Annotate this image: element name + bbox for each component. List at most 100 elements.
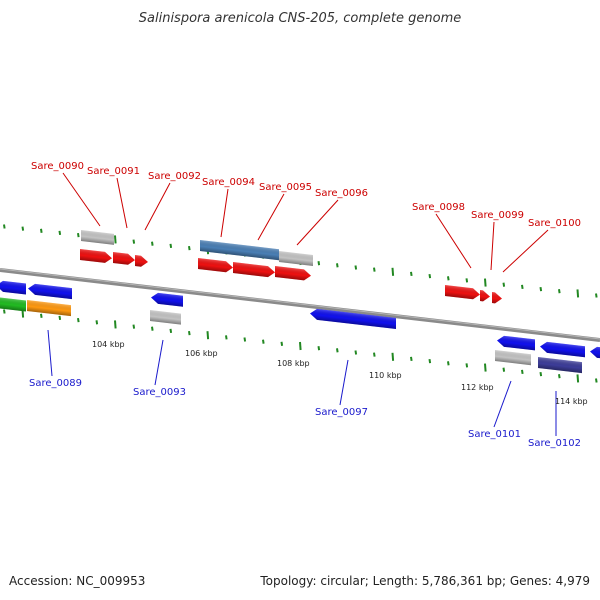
feature-track	[0, 230, 600, 374]
bottom-tick-minor	[40, 313, 43, 318]
bottom-tick-major	[484, 363, 487, 372]
gene-feature-rev-mid-1-shading	[151, 292, 183, 307]
scale-label-106kbp: 106 kbp	[185, 349, 218, 358]
gene-feature-sare-0101[interactable]	[495, 350, 531, 366]
leader-sare-0093	[154, 339, 164, 386]
top-tick-minor	[77, 232, 80, 238]
genome-backbone	[0, 268, 600, 342]
gene-feature-rev-edge[interactable]	[590, 346, 600, 360]
gene-feature-sare-0089[interactable]	[28, 283, 72, 300]
gene-feature-sare-0089-shading	[28, 283, 72, 300]
gene-feature-sare-0092-shading	[135, 255, 148, 267]
gene-label-sare-0098[interactable]: Sare_0098	[412, 202, 465, 213]
top-tick-minor	[151, 241, 154, 246]
gene-label-sare-0094[interactable]: Sare_0094	[202, 177, 255, 188]
leader-sare-0096	[296, 199, 339, 246]
gene-feature-sare-0099-shading	[480, 290, 490, 302]
top-tick-minor	[558, 289, 561, 294]
gene-feature-orange-1[interactable]	[27, 299, 71, 317]
bottom-tick-minor	[243, 337, 247, 342]
gene-feature-sare-0090[interactable]	[80, 249, 112, 264]
top-tick-minor	[336, 263, 339, 268]
top-tick-major	[391, 267, 395, 276]
gene-feature-green-1[interactable]	[0, 296, 26, 312]
gene-label-sare-0102[interactable]: Sare_0102	[528, 438, 581, 449]
gene-feature-sare-0097[interactable]	[310, 308, 396, 330]
gene-label-sare-0095[interactable]: Sare_0095	[259, 182, 312, 193]
gene-label-sare-0097[interactable]: Sare_0097	[315, 407, 368, 418]
bottom-tick-major	[391, 352, 395, 361]
top-tick-minor	[188, 245, 191, 251]
gene-feature-gray-top-2[interactable]	[279, 251, 313, 266]
gene-feature-sare-0098[interactable]	[445, 284, 480, 300]
gene-feature-green-1-shading	[0, 296, 26, 312]
bottom-tick-minor	[373, 352, 376, 357]
leader-sare-0100	[502, 229, 549, 273]
bottom-tick-minor	[132, 324, 136, 329]
gene-feature-gray-top-1[interactable]	[81, 230, 114, 245]
gene-label-sare-0092[interactable]: Sare_0092	[148, 171, 201, 182]
top-tick-minor	[132, 239, 136, 244]
gene-feature-sare-0099[interactable]	[480, 290, 490, 302]
gene-feature-sare-0095-shading	[233, 262, 275, 278]
gene-feature-rev-left-1-shading	[0, 280, 26, 295]
gene-label-sare-0100[interactable]: Sare_0100	[528, 218, 581, 229]
leader-sare-0091	[116, 177, 128, 229]
gene-feature-steelblue-1[interactable]	[200, 239, 279, 261]
gene-feature-rev-left-1[interactable]	[0, 280, 26, 295]
leader-sare-0098	[435, 213, 472, 269]
gene-feature-rev-right-2[interactable]	[540, 341, 585, 358]
gene-feature-sare-0100[interactable]	[492, 291, 502, 304]
bottom-tick-major	[206, 331, 210, 340]
leader-sare-0090	[62, 172, 101, 227]
gene-label-sare-0099[interactable]: Sare_0099	[471, 210, 524, 221]
top-tick-minor	[40, 228, 43, 233]
scale-label-114kbp: 114 kbp	[555, 397, 588, 406]
leader-sare-0097	[339, 359, 349, 406]
bottom-tick-minor	[595, 378, 598, 383]
gene-label-sare-0096[interactable]: Sare_0096	[315, 188, 368, 199]
top-tick-major	[484, 278, 487, 287]
gene-feature-sare-0095[interactable]	[233, 262, 275, 278]
gene-feature-sare-0102[interactable]	[538, 357, 582, 374]
bottom-tick-minor	[539, 371, 543, 377]
leader-lines	[47, 172, 557, 436]
leader-sare-0094	[220, 188, 229, 238]
leader-sare-0095	[257, 193, 285, 241]
top-tick-minor	[410, 271, 413, 277]
bottom-tick-minor	[169, 328, 173, 334]
map-title: Salinispora arenicola CNS-205, complete …	[139, 11, 461, 26]
gene-label-sare-0090[interactable]: Sare_0090	[31, 161, 84, 172]
gene-feature-rev-right-1[interactable]	[497, 335, 535, 351]
gene-feature-sare-0100-shading	[492, 291, 502, 304]
top-tick-minor	[169, 243, 173, 249]
top-tick-minor	[373, 267, 376, 272]
bottom-tick-major	[576, 374, 580, 383]
scale-label-104kbp: 104 kbp	[92, 340, 125, 349]
gene-feature-sare-0090-shading	[80, 249, 112, 263]
leader-sare-0092	[144, 182, 171, 231]
bottom-tick-minor	[428, 358, 432, 364]
gene-feature-sare-0094[interactable]	[198, 257, 233, 273]
bottom-tick-minor	[262, 339, 265, 344]
gene-feature-sare-0096[interactable]	[275, 266, 311, 281]
gene-feature-sare-0092[interactable]	[135, 255, 148, 268]
gene-feature-sare-0091[interactable]	[113, 252, 135, 266]
genome-summary-text: Topology: circular; Length: 5,786,361 bp…	[259, 574, 590, 588]
gene-label-sare-0093[interactable]: Sare_0093	[133, 387, 186, 398]
bottom-tick-minor	[188, 330, 191, 336]
gene-feature-orange-1-shading	[27, 299, 71, 317]
bottom-tick-minor	[58, 315, 62, 321]
leader-sare-0101	[493, 380, 512, 428]
gene-feature-sare-0093[interactable]	[150, 310, 181, 325]
bottom-tick-major	[114, 320, 117, 329]
leader-sare-0099	[490, 221, 495, 271]
bottom-tick-minor	[280, 341, 284, 346]
gene-feature-gray-top-2-shading	[279, 251, 313, 266]
gene-label-sare-0089[interactable]: Sare_0089	[29, 378, 82, 389]
gene-label-sare-0101[interactable]: Sare_0101	[468, 429, 521, 440]
gene-label-sare-0091[interactable]: Sare_0091	[87, 166, 140, 177]
bottom-tick-minor	[95, 320, 99, 325]
gene-feature-rev-mid-1[interactable]	[151, 292, 183, 307]
